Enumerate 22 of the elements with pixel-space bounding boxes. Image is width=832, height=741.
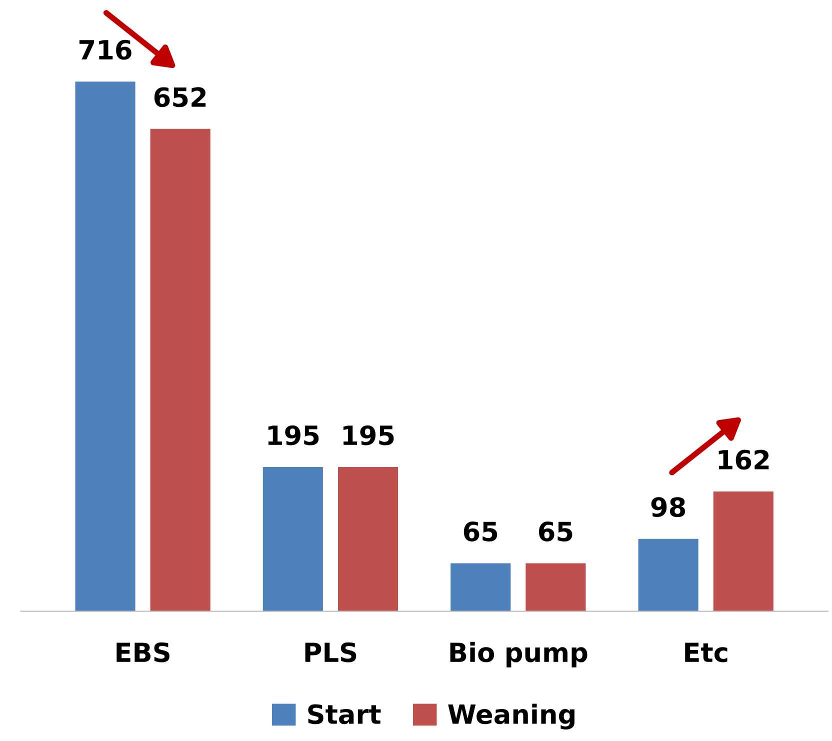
data-label: 65 (464, 522, 498, 542)
bar (638, 538, 698, 612)
data-label: 98 (651, 497, 686, 518)
bar (262, 467, 323, 612)
data-label: 195 (268, 425, 319, 446)
data-label: 652 (154, 87, 206, 108)
bar (713, 491, 774, 612)
x-tick-label: PLS (305, 642, 356, 662)
data-label: 716 (79, 40, 132, 60)
x-tick-label: Bio pump (450, 642, 588, 668)
data-label: 65 (538, 522, 572, 542)
x-tick-label: Etc (685, 642, 728, 662)
legend-label: Weaning (448, 704, 574, 730)
bar (75, 82, 136, 612)
bar (338, 467, 398, 612)
data-label: 195 (343, 425, 394, 446)
data-label: 162 (718, 450, 769, 470)
bar (526, 563, 586, 612)
bar (450, 563, 511, 612)
bar (150, 128, 210, 612)
x-tick-label: EBS (116, 642, 170, 662)
legend-label: Start (308, 704, 381, 724)
